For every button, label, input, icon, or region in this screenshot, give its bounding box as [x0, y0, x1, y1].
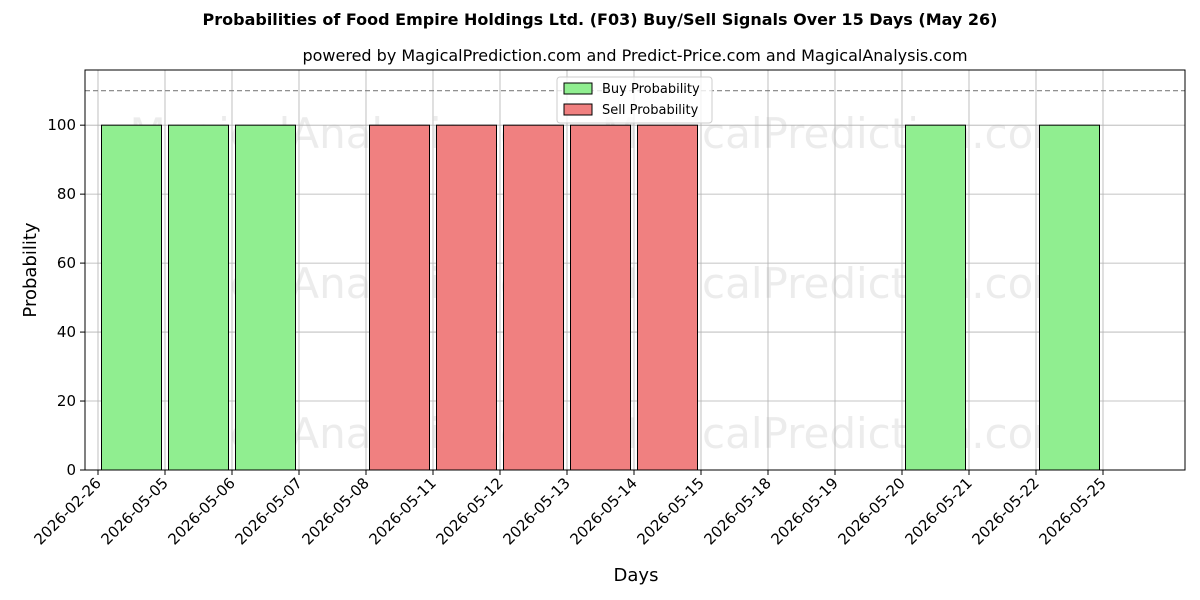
x-tick-label: 2026-05-14 [566, 474, 640, 548]
y-tick-label: 80 [57, 185, 76, 203]
buy-bar [1039, 124, 1100, 471]
chart-title: Probabilities of Food Empire Holdings Lt… [202, 10, 998, 29]
x-tick-label: 2026-05-21 [901, 474, 975, 548]
y-tick-label: 100 [47, 116, 76, 134]
x-tick-label: 2026-05-20 [834, 474, 908, 548]
buy-bar [905, 124, 966, 471]
legend-label: Sell Probability [602, 103, 699, 118]
x-tick-label: 2026-05-11 [365, 474, 439, 548]
legend-box [556, 76, 713, 124]
x-axis-label: Days [614, 565, 659, 586]
sell-bar [436, 124, 497, 471]
x-tick-label: 2026-05-05 [97, 474, 171, 548]
y-tick-label: 40 [57, 323, 76, 341]
sell-bar [570, 124, 631, 471]
x-tick-label: 2026-05-07 [231, 474, 305, 548]
legend-label: Buy Probability [602, 82, 700, 97]
y-axis-label: Probability [20, 222, 41, 317]
x-tick-label: 2026-05-22 [968, 474, 1042, 548]
x-tick-label: 2026-05-08 [298, 474, 372, 548]
x-tick-label: 2026-05-18 [700, 474, 774, 548]
y-tick-label: 20 [57, 392, 76, 410]
x-tick-label: 2026-05-15 [633, 474, 707, 548]
buy-bar [168, 124, 229, 471]
x-tick-label: 2026-02-26 [30, 474, 104, 548]
buy-bar [235, 124, 296, 471]
sell-bar [503, 124, 564, 471]
sell-bar [369, 124, 430, 471]
y-tick-label: 0 [66, 461, 76, 479]
legend-swatch [563, 82, 593, 95]
legend-swatch [563, 103, 593, 116]
x-tick-label: 2026-05-06 [164, 474, 238, 548]
x-tick-label: 2026-05-13 [499, 474, 573, 548]
y-tick-label: 60 [57, 254, 76, 272]
chart-subtitle: powered by MagicalPrediction.com and Pre… [302, 46, 968, 65]
plot-frame [84, 69, 1186, 471]
x-tick-label: 2026-05-19 [767, 474, 841, 548]
buy-bar [101, 124, 162, 471]
x-tick-label: 2026-05-12 [432, 474, 506, 548]
sell-bar [637, 124, 698, 471]
x-tick-label: 2026-05-25 [1035, 474, 1109, 548]
